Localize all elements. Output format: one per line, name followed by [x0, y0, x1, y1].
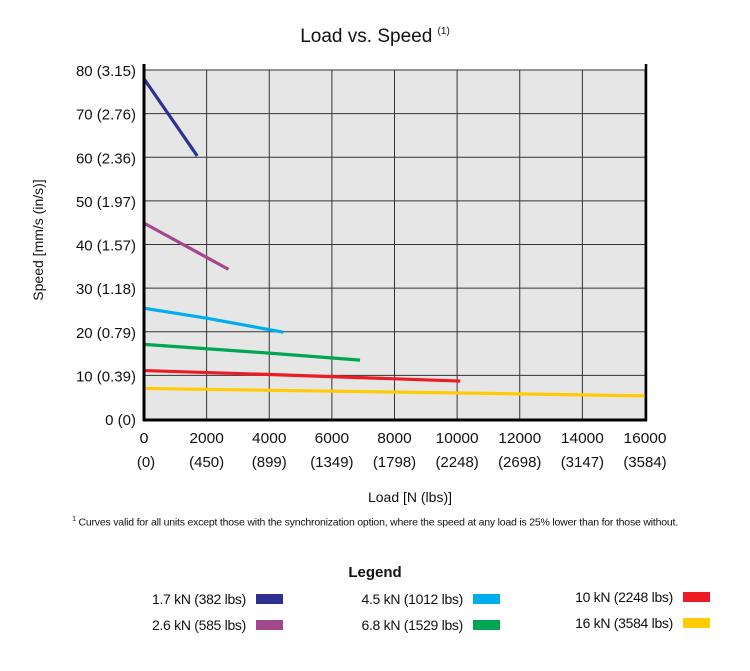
- x-tick-sublabel: (2698): [498, 454, 541, 471]
- y-tick-label: 70 (2.76): [76, 107, 136, 124]
- legend-swatch: [473, 620, 500, 630]
- legend-swatch: [683, 618, 710, 628]
- legend-title: Legend: [348, 564, 402, 581]
- legend-label: 6.8 kN (1529 lbs): [361, 617, 463, 633]
- load-speed-chart: 0 (0) 2000 (450) 4000 (899) 6000 (1349) 8000 (179…: [30, 26, 667, 505]
- x-tick-label: 8000: [377, 430, 411, 447]
- x-tick-label: 6000: [315, 430, 349, 447]
- x-tick-label: 14000: [561, 430, 604, 447]
- legend-swatch: [683, 592, 710, 602]
- legend-swatch: [473, 594, 500, 604]
- y-tick-label: 60 (2.36): [76, 150, 136, 167]
- y-tick-label: 50 (1.97): [76, 194, 136, 211]
- series-line: [143, 368, 461, 383]
- legend-label: 10 kN (2248 lbs): [575, 589, 673, 605]
- legend-item: 16 kN (3584 lbs): [575, 615, 710, 631]
- legend-swatch: [256, 594, 283, 604]
- legend-item: 2.6 kN (585 lbs): [152, 617, 283, 633]
- legend-swatch: [256, 620, 283, 630]
- footnote-text: Curves valid for all units except those …: [78, 516, 678, 529]
- x-tick-label: 16000: [624, 430, 667, 447]
- x-tick-sublabel: (899): [252, 454, 287, 471]
- x-tick-label: 10000: [436, 430, 479, 447]
- x-tick-sublabel: (3147): [561, 454, 604, 471]
- chart-title: Load vs. Speed (1): [300, 26, 450, 47]
- legend-label: 4.5 kN (1012 lbs): [361, 591, 463, 607]
- y-axis-label: Speed [mm/s (in/s)]: [30, 179, 46, 300]
- x-tick-label: 12000: [498, 430, 541, 447]
- legend-label: 16 kN (3584 lbs): [575, 615, 673, 631]
- x-tick-label: 4000: [252, 430, 286, 447]
- x-axis-label: Load [N (lbs)]: [368, 489, 452, 505]
- x-tick-sublabel: (0): [137, 454, 155, 471]
- x-tick-sublabel: (2248): [435, 454, 478, 471]
- legend-label: 1.7 kN (382 lbs): [151, 591, 246, 607]
- x-tick-sublabel: (450): [189, 454, 224, 471]
- x-tick-label: 2000: [189, 430, 223, 447]
- legend-item: 6.8 kN (1529 lbs): [361, 617, 500, 633]
- legend-item: 1.7 kN (382 lbs): [152, 591, 283, 607]
- legend-label: 2.6 kN (585 lbs): [151, 617, 246, 633]
- y-tick-label: 20 (0.79): [76, 325, 136, 342]
- y-tick-label: 10 (0.39): [76, 368, 136, 385]
- x-tick-label: 0: [140, 430, 149, 447]
- footnote-marker: 1: [72, 516, 76, 523]
- series-line: [143, 386, 646, 398]
- x-tick-sublabel: (1798): [373, 454, 416, 471]
- y-tick-label: 80 (3.15): [76, 63, 136, 80]
- y-tick-label: 40 (1.57): [76, 238, 136, 255]
- series-line: [143, 306, 284, 334]
- series-line: [142, 77, 199, 157]
- y-tick-label: 0 (0): [105, 412, 136, 429]
- x-tick-sublabel: (1349): [310, 454, 353, 471]
- x-tick-sublabel: (3584): [623, 454, 666, 471]
- y-tick-label: 30 (1.18): [76, 281, 136, 298]
- legend-item: 4.5 kN (1012 lbs): [361, 591, 500, 607]
- footnote: 1 Curves valid for all units except thos…: [0, 516, 750, 529]
- series-line: [143, 221, 230, 271]
- legend-item: 10 kN (2248 lbs): [575, 589, 710, 605]
- series-line: [143, 342, 361, 362]
